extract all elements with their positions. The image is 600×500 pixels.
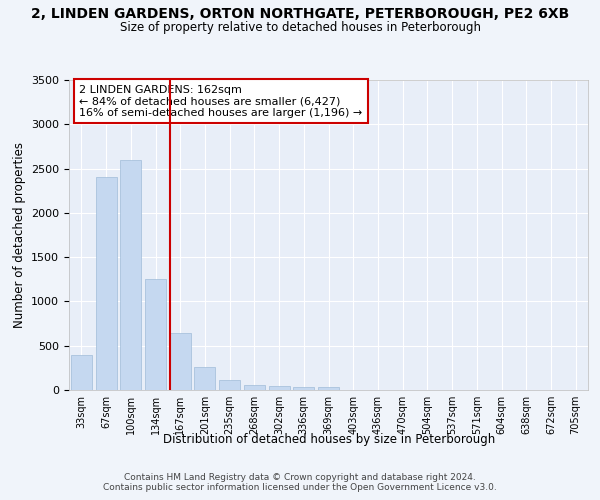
Text: 2, LINDEN GARDENS, ORTON NORTHGATE, PETERBOROUGH, PE2 6XB: 2, LINDEN GARDENS, ORTON NORTHGATE, PETE… <box>31 8 569 22</box>
Bar <box>71 354 92 390</box>
Bar <box>293 387 314 390</box>
Bar <box>219 380 240 390</box>
Bar <box>244 385 265 390</box>
Bar <box>95 178 116 390</box>
Bar <box>170 334 191 390</box>
Text: Size of property relative to detached houses in Peterborough: Size of property relative to detached ho… <box>119 21 481 34</box>
Text: Distribution of detached houses by size in Peterborough: Distribution of detached houses by size … <box>163 432 495 446</box>
Bar <box>194 368 215 390</box>
Text: 2 LINDEN GARDENS: 162sqm
← 84% of detached houses are smaller (6,427)
16% of sem: 2 LINDEN GARDENS: 162sqm ← 84% of detach… <box>79 84 362 118</box>
Bar <box>120 160 141 390</box>
Y-axis label: Number of detached properties: Number of detached properties <box>13 142 26 328</box>
Bar <box>269 386 290 390</box>
Bar <box>318 388 339 390</box>
Text: Contains HM Land Registry data © Crown copyright and database right 2024.: Contains HM Land Registry data © Crown c… <box>124 472 476 482</box>
Bar <box>145 280 166 390</box>
Text: Contains public sector information licensed under the Open Government Licence v3: Contains public sector information licen… <box>103 482 497 492</box>
